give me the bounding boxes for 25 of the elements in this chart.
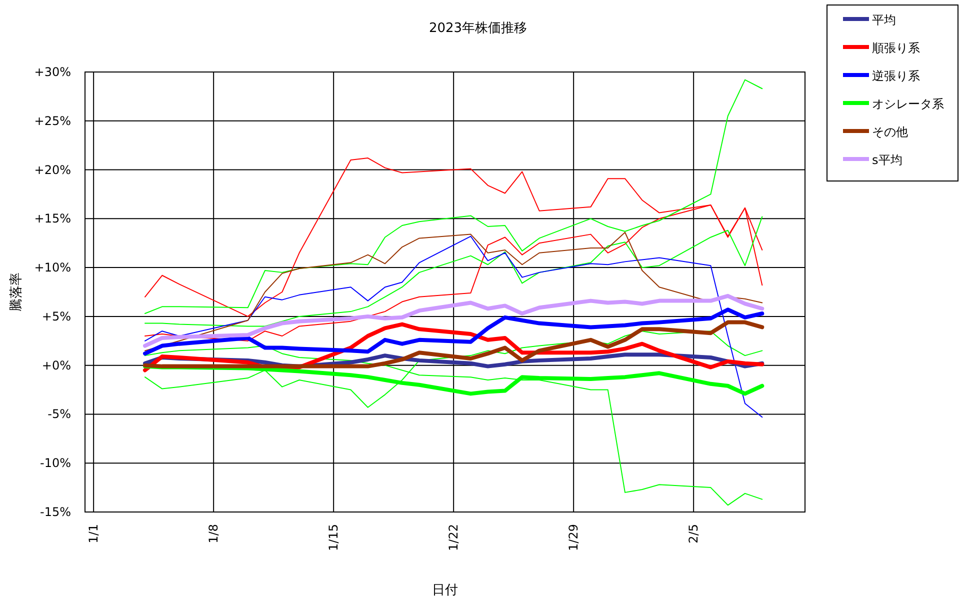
x-tick-label: 2/5 bbox=[686, 524, 701, 544]
y-tick-label: -5% bbox=[48, 407, 71, 422]
y-tick-label: +30% bbox=[34, 65, 71, 79]
y-tick-label: +25% bbox=[34, 114, 71, 128]
y-tick-label: +20% bbox=[34, 162, 71, 177]
y-tick-label: +5% bbox=[42, 309, 71, 324]
x-tick-label: 1/8 bbox=[206, 524, 221, 544]
legend-label: s平均 bbox=[872, 153, 902, 167]
y-tick-label: +15% bbox=[34, 212, 71, 226]
y-axis-title: 騰落率 bbox=[8, 272, 24, 312]
x-tick-label: 1/29 bbox=[566, 524, 581, 551]
legend-label: オシレータ系 bbox=[872, 97, 944, 111]
y-tick-label: -10% bbox=[40, 456, 71, 470]
y-tick-label: -15% bbox=[40, 505, 71, 519]
legend-label: 順張り系 bbox=[872, 41, 920, 55]
x-tick-label: 1/22 bbox=[446, 524, 461, 551]
legend-label: 平均 bbox=[872, 13, 896, 27]
y-tick-label: +10% bbox=[34, 260, 71, 275]
chart-title: 2023年株価推移 bbox=[428, 21, 528, 36]
legend-label: 逆張り系 bbox=[872, 69, 920, 83]
x-tick-label: 1/15 bbox=[326, 524, 341, 551]
x-axis-title: 日付 bbox=[432, 583, 458, 598]
legend-label: その他 bbox=[872, 125, 908, 139]
y-tick-label: +0% bbox=[42, 358, 71, 372]
x-tick-label: 1/1 bbox=[86, 524, 101, 544]
